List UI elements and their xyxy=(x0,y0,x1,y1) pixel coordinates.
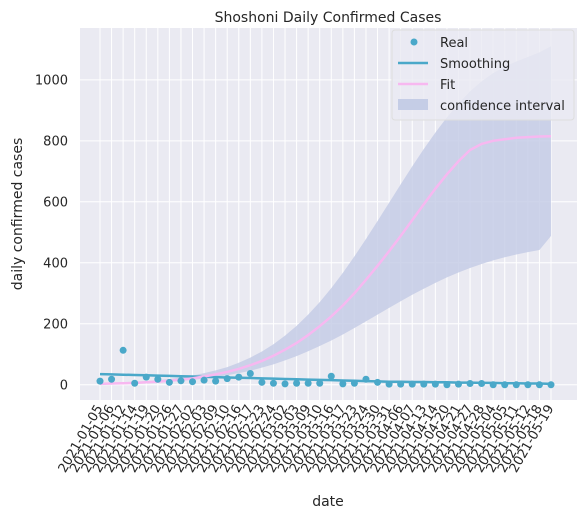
fit-line xyxy=(99,135,552,386)
real-point xyxy=(466,380,474,388)
real-point xyxy=(397,380,405,388)
real-point xyxy=(501,381,509,389)
real-point xyxy=(223,375,231,383)
real-point xyxy=(258,378,266,386)
real-point xyxy=(535,381,543,389)
real-point xyxy=(96,377,104,385)
real-point xyxy=(189,378,197,386)
y-axis-ticks: 0 200 400 600 800 1000 xyxy=(35,73,68,393)
confidence-interval-band xyxy=(100,46,551,385)
real-point xyxy=(235,373,243,381)
legend-ci-label: confidence interval xyxy=(440,99,565,114)
real-point xyxy=(304,379,312,387)
legend-real-label: Real xyxy=(440,36,468,51)
real-point xyxy=(512,381,520,389)
y-tick-label: 400 xyxy=(43,256,68,271)
legend-ci-marker xyxy=(398,99,428,110)
real-point xyxy=(281,380,289,388)
real-point xyxy=(454,380,462,388)
real-point xyxy=(327,372,335,380)
real-point xyxy=(443,381,451,389)
grid xyxy=(80,28,577,400)
chart-title: Shoshoni Daily Confirmed Cases xyxy=(215,10,442,26)
real-point xyxy=(165,378,173,386)
x-axis-label: date xyxy=(312,494,344,510)
real-point xyxy=(246,369,254,377)
real-point xyxy=(131,379,139,387)
real-point xyxy=(478,380,486,388)
real-point xyxy=(350,379,358,387)
real-points xyxy=(96,346,555,389)
x-axis-ticks: 2021-01-052021-01-062021-01-122021-01-14… xyxy=(56,402,558,475)
real-point xyxy=(408,380,416,388)
real-point xyxy=(142,373,150,381)
y-axis-label: daily confirmed cases xyxy=(10,138,26,291)
legend-box xyxy=(391,29,575,121)
real-point xyxy=(119,346,127,354)
legend-real-marker xyxy=(410,38,418,46)
real-point xyxy=(489,381,497,389)
series-lines xyxy=(99,135,552,386)
real-point xyxy=(547,381,555,389)
real-point xyxy=(154,375,162,383)
legend: Real Smoothing Fit confidence interval xyxy=(391,29,575,121)
legend-smoothing-label: Smoothing xyxy=(440,57,510,72)
confidence-band xyxy=(100,46,551,385)
y-tick-label: 0 xyxy=(60,378,68,393)
real-point xyxy=(316,379,324,387)
real-point xyxy=(269,379,277,387)
real-point xyxy=(374,378,382,386)
real-point xyxy=(177,377,185,385)
real-point xyxy=(200,376,208,384)
real-point xyxy=(339,380,347,388)
real-point xyxy=(108,375,116,383)
smoothing-line xyxy=(99,372,552,386)
real-point xyxy=(420,380,428,388)
real-point xyxy=(212,377,220,385)
real-point xyxy=(524,381,532,389)
y-tick-label: 200 xyxy=(43,317,68,332)
y-tick-label: 800 xyxy=(43,134,68,149)
legend-fit-label: Fit xyxy=(440,78,455,93)
y-tick-label: 600 xyxy=(43,195,68,210)
y-tick-label: 1000 xyxy=(35,73,68,88)
real-point xyxy=(431,380,439,388)
real-point xyxy=(385,380,393,388)
real-point xyxy=(362,375,370,383)
real-point xyxy=(293,379,301,387)
